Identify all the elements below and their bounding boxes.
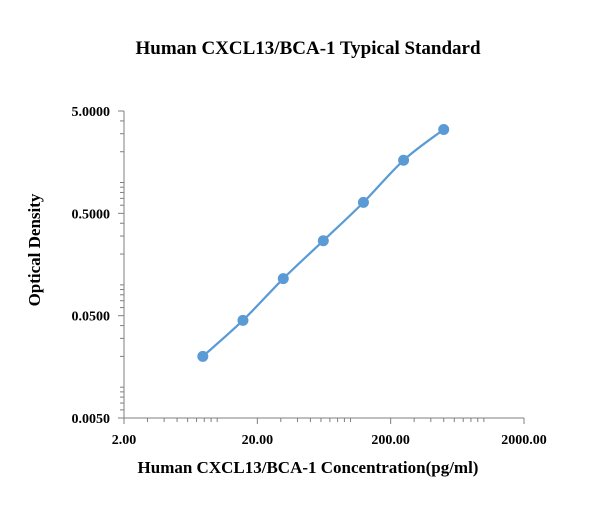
y-tick-label: 5.0000 <box>72 105 111 120</box>
data-point <box>398 154 410 166</box>
x-tick-label: 200.00 <box>371 433 410 448</box>
y-tick-label: 0.0500 <box>72 310 111 325</box>
ticks <box>118 110 525 424</box>
x-tick-label: 2000.00 <box>501 433 547 448</box>
data-point <box>317 235 329 247</box>
y-tick-label: 0.5000 <box>72 207 111 222</box>
data-point <box>277 273 289 285</box>
axes <box>123 111 524 419</box>
data-point <box>197 350 209 362</box>
x-tick-label: 2.00 <box>112 433 137 448</box>
series-layer <box>197 123 450 362</box>
data-point <box>438 123 450 135</box>
chart-title: Human CXCL13/BCA-1 Typical Standard <box>135 38 481 59</box>
data-point <box>357 196 369 208</box>
x-tick-label: 20.00 <box>242 433 274 448</box>
x-axis-title: Human CXCL13/BCA-1 Concentration(pg/ml) <box>137 458 479 477</box>
data-point <box>237 314 249 326</box>
y-tick-label: 0.0050 <box>72 412 111 427</box>
tick-labels: 2.00 20.00 200.00 2000.00 5.0000 0.5000 0.0500… <box>72 105 547 448</box>
